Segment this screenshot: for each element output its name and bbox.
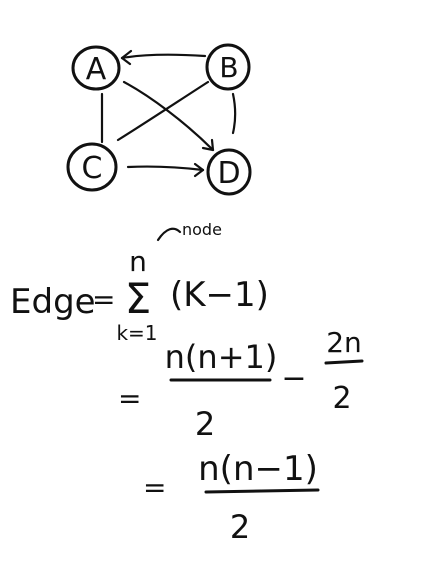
edge-b-d [231, 92, 237, 135]
edge-c-d [126, 165, 205, 172]
graph-diagram: A B C D [66, 43, 252, 196]
arrowhead-at-d-from-c [193, 162, 205, 178]
node-a-label: A [86, 52, 107, 87]
step3-numerator: n(n−1) [198, 449, 318, 489]
step2-equals: = [118, 382, 141, 415]
node-a-circle [71, 45, 121, 91]
sum-symbol: Σ [125, 274, 152, 323]
sum-upper-note: node [182, 220, 222, 239]
edge-b-a [120, 53, 207, 60]
node-d-circle [206, 148, 252, 196]
node-b-label: B [219, 51, 238, 84]
step2-sub-fraction-bar [324, 359, 364, 365]
step2-minus: − [281, 361, 306, 396]
sum-term: (K−1) [170, 275, 269, 315]
step2-sub-numerator: 2n [326, 326, 362, 359]
edge-c-b [116, 80, 210, 142]
arrowhead-at-a [120, 49, 133, 66]
step2-numerator: n(n+1) [165, 338, 278, 376]
step3-denominator: 2 [230, 508, 250, 546]
step2-denominator: 2 [195, 405, 215, 443]
sum-upper-limit: n [129, 245, 147, 278]
step3-fraction-bar [204, 488, 320, 494]
formula-lhs: Edge [10, 282, 96, 322]
arrowhead-at-d-from-a [201, 138, 215, 152]
step2-sub-denominator: 2 [332, 381, 351, 416]
node-pointer-arrow [156, 227, 182, 242]
step3-equals: = [143, 471, 166, 504]
edge-a-d [122, 80, 215, 152]
sum-lower-limit: k=1 [116, 321, 157, 345]
node-c-circle [66, 142, 118, 192]
edge-formula: node Edge = n Σ k=1 (K−1) = n(n+1) 2 − 2… [10, 220, 364, 546]
node-c-label: C [82, 151, 103, 186]
node-d-label: D [217, 156, 240, 191]
node-b-circle [205, 43, 251, 91]
formula-equals: = [92, 283, 115, 316]
